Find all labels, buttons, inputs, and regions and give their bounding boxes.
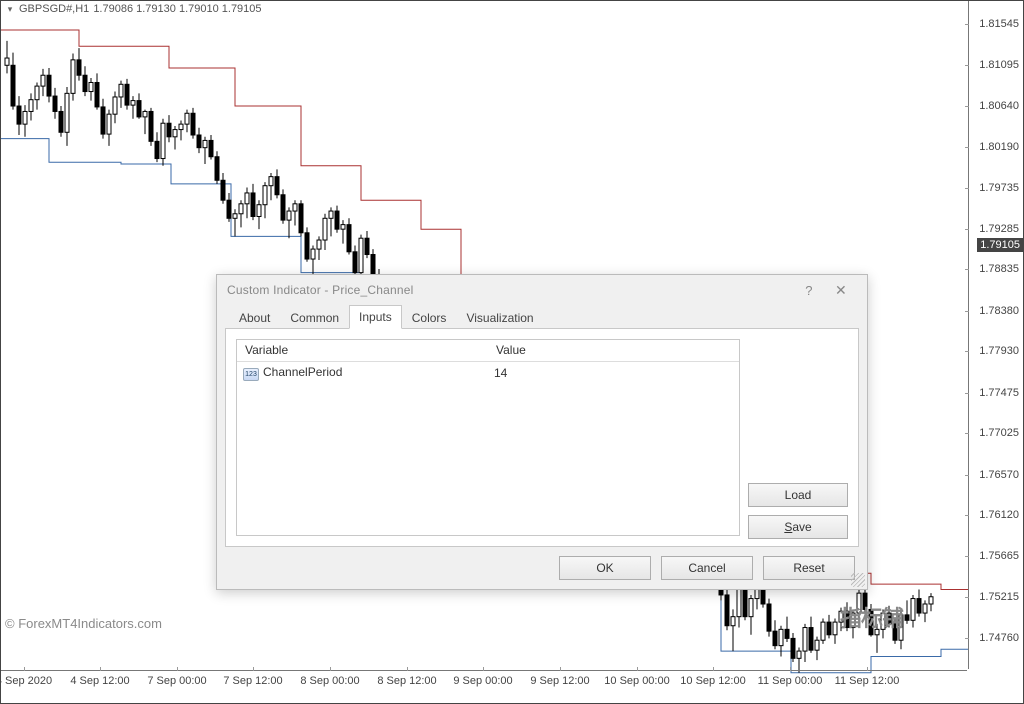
price-label: 1.77025 — [979, 427, 1019, 439]
tab-content: Variable Value 123 ChannelPeriod 14 Load S… — [225, 329, 859, 547]
time-label: 8 Sep 12:00 — [377, 675, 436, 687]
time-label: 10 Sep 00:00 — [604, 675, 669, 687]
dialog-titlebar[interactable]: Custom Indicator - Price_Channel ? ✕ — [217, 275, 867, 305]
price-label: 1.81545 — [979, 18, 1019, 30]
price-scale[interactable]: 1.81545 1.81095 1.80640 1.80190 1.79735 1.792… — [968, 1, 1023, 669]
time-label: 8 Sep 00:00 — [300, 675, 359, 687]
price-label: 1.78380 — [979, 305, 1019, 317]
grid-header-variable[interactable]: Variable — [237, 340, 488, 362]
time-label: 10 Sep 12:00 — [680, 675, 745, 687]
int-param-icon: 123 — [243, 368, 259, 381]
price-label: 1.79735 — [979, 182, 1019, 194]
time-label: 4 Sep 2020 — [0, 675, 52, 687]
tab-strip: AboutCommonInputsColorsVisualization — [225, 305, 859, 329]
grid-header-value[interactable]: Value — [488, 340, 739, 362]
time-label: 9 Sep 00:00 — [453, 675, 512, 687]
inputs-grid[interactable]: Variable Value 123 ChannelPeriod 14 — [236, 339, 740, 536]
close-icon[interactable]: ✕ — [825, 282, 857, 299]
param-value[interactable]: 14 — [488, 364, 739, 382]
dialog-body: AboutCommonInputsColorsVisualization Var… — [225, 305, 859, 547]
indicator-dialog: Custom Indicator - Price_Channel ? ✕ Abo… — [216, 274, 868, 590]
tab-visualization[interactable]: Visualization — [456, 306, 543, 329]
save-button[interactable]: Save — [748, 515, 848, 539]
price-label: 1.75215 — [979, 591, 1019, 603]
price-label: 1.74760 — [979, 632, 1019, 644]
watermark: © ForexMT4Indicators.com — [5, 616, 162, 631]
resize-grip-icon[interactable] — [851, 573, 865, 587]
price-label: 1.81095 — [979, 59, 1019, 71]
dialog-footer: OK Cancel Reset — [217, 547, 867, 589]
price-label: 1.77475 — [979, 387, 1019, 399]
dialog-title: Custom Indicator - Price_Channel — [227, 283, 413, 297]
tab-inputs[interactable]: Inputs — [349, 305, 402, 329]
time-label: 11 Sep 12:00 — [835, 675, 900, 687]
price-label: 1.80190 — [979, 141, 1019, 153]
tab-about[interactable]: About — [229, 306, 280, 329]
price-label: 1.78835 — [979, 263, 1019, 275]
time-label: 4 Sep 12:00 — [70, 675, 129, 687]
load-button[interactable]: Load — [748, 483, 848, 507]
time-label: 7 Sep 12:00 — [223, 675, 282, 687]
price-label: 1.75665 — [979, 550, 1019, 562]
time-label: 11 Sep 00:00 — [758, 675, 823, 687]
help-icon[interactable]: ? — [793, 283, 825, 298]
reset-button[interactable]: Reset — [763, 556, 855, 580]
ok-button[interactable]: OK — [559, 556, 651, 580]
price-label: 1.76570 — [979, 469, 1019, 481]
price-label: 1.77930 — [979, 345, 1019, 357]
param-name: ChannelPeriod — [263, 365, 342, 379]
price-label: 1.79285 — [979, 223, 1019, 235]
tab-common[interactable]: Common — [280, 306, 349, 329]
tab-colors[interactable]: Colors — [402, 306, 457, 329]
grid-row[interactable]: 123 ChannelPeriod 14 — [237, 362, 739, 383]
time-scale[interactable]: 4 Sep 2020 4 Sep 12:00 7 Sep 00:00 7 Sep 12… — [1, 670, 967, 703]
price-label: 1.76120 — [979, 509, 1019, 521]
price-current: 1.79105 — [977, 238, 1023, 252]
time-label: 9 Sep 12:00 — [530, 675, 589, 687]
price-label: 1.80640 — [979, 100, 1019, 112]
logo-mark: 指标铺 — [840, 601, 903, 633]
cancel-button[interactable]: Cancel — [661, 556, 753, 580]
time-label: 7 Sep 00:00 — [147, 675, 206, 687]
